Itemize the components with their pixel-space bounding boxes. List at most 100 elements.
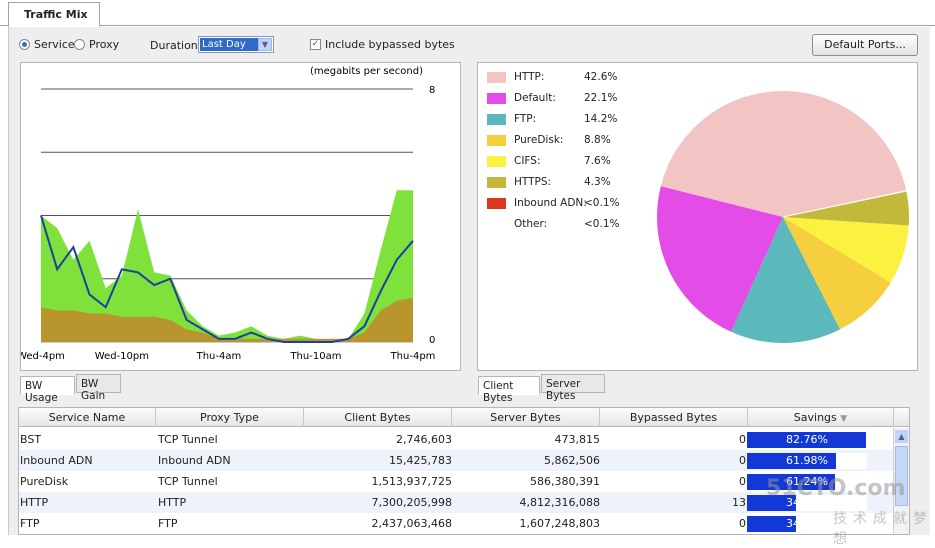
legend-percent: 8.8% [584,134,611,146]
x-tick-label: Thu-4pm [390,351,436,362]
duration-select[interactable]: Last Day ▼ [198,36,274,53]
cell-client: 7,300,205,998 [371,496,452,509]
legend-swatch [487,219,506,230]
service-radio[interactable]: Service [19,38,75,51]
cell-bypassed: 0 [739,454,746,467]
scroll-up-icon[interactable]: ▲ [895,430,908,443]
tab-client-bytes[interactable]: Client Bytes [478,376,540,404]
bw-chart: (megabits per second) 8 0 Wed-4pm Wed-10p… [17,66,436,362]
table-row[interactable]: Inbound ADN Inbound ADN 15,425,783 5,862,50… [19,450,894,471]
legend-item: Other: <0.1% [487,217,637,231]
legend-label: PureDisk: [514,134,564,146]
pie-chart-panel [477,62,918,371]
legend-label: Other: [514,218,548,230]
pie-slice [731,217,841,344]
legend-label: Inbound ADN: [514,197,587,209]
col-proxy-type[interactable]: Proxy Type [156,408,304,427]
table-scrollbar[interactable]: ▲ [893,428,909,534]
legend-swatch [487,135,506,146]
tab-bw-usage[interactable]: BW Usage [20,376,75,404]
cell-savings: 34.21% [786,496,828,509]
cell-savings: 34.21% [786,517,828,530]
radio-unselected-icon [74,39,85,50]
tab-bw-gain[interactable]: BW Gain [76,374,121,402]
cell-bypassed: 0 [739,517,746,530]
legend-percent: 4.3% [584,176,611,188]
cell-service: BST [20,433,42,446]
col-bypassed-bytes[interactable]: Bypassed Bytes [600,408,748,427]
cell-server: 1,607,248,803 [519,517,600,530]
cell-server: 586,380,391 [530,475,600,488]
pie-slice [782,190,907,218]
bw-area-base [41,297,413,342]
proxy-radio[interactable]: Proxy [74,38,119,51]
legend-swatch [487,177,506,188]
duration-value: Last Day [200,38,258,51]
legend-swatch [487,114,506,125]
cell-service: FTP [20,517,40,530]
cell-savings: 61.98% [786,454,828,467]
col-savings[interactable]: Savings ▼ [748,408,894,427]
legend-percent: 14.2% [584,113,618,125]
table-row[interactable]: FTP FTP 2,437,063,468 1,607,248,803 0 34.21% [19,513,894,534]
legend-item: PureDisk: 8.8% [487,133,637,147]
table-row[interactable]: HTTP HTTP 7,300,205,998 4,812,316,088 13 34.2… [19,492,894,513]
legend-percent: 7.6% [584,155,611,167]
legend-swatch [487,93,506,104]
x-tick-label: Thu-4am [196,351,242,362]
watermark-logo: 51CTO.com [766,476,906,501]
pie-slice [783,217,891,330]
col-service-name[interactable]: Service Name [19,408,156,427]
x-tick-label: Wed-10pm [95,351,149,362]
col-savings-label: Savings [793,411,837,424]
legend-item: Default: 22.1% [487,91,637,105]
radio-selected-icon [19,39,30,50]
bw-line [40,215,414,343]
savings-bar-fill [747,516,796,532]
table-row[interactable]: PureDisk TCP Tunnel 1,513,937,725 586,380,3… [19,471,894,492]
tab-bar: Traffic Mix [0,0,935,27]
bw-ymin-label: 0 [429,335,435,346]
cell-bypassed: 0 [739,433,746,446]
table-header: Service Name Proxy Type Client Bytes Ser… [19,408,909,427]
legend-item: HTTP: 42.6% [487,70,637,84]
cell-savings: 82.76% [786,433,828,446]
legend-item: FTP: 14.2% [487,112,637,126]
cell-client: 15,425,783 [389,454,452,467]
include-bypassed-checkbox[interactable]: ✓ Include bypassed bytes [310,38,455,51]
legend-percent: <0.1% [584,197,620,209]
legend-label: CIFS: [514,155,541,167]
checkmark-icon: ✓ [310,39,321,50]
bw-area-total [41,190,413,342]
bw-x-ticks: Wed-4pm Wed-10pm Thu-4am Thu-10am Thu-4pm [17,351,436,362]
legend-swatch [487,198,506,209]
cell-bypassed: 0 [739,475,746,488]
legend-label: HTTPS: [514,176,552,188]
pie-slice [783,217,909,283]
tab-server-bytes[interactable]: Server Bytes [541,374,605,402]
bw-unit-label: (megabits per second) [310,66,423,77]
pie-chart [657,90,909,344]
table-row[interactable]: BST TCP Tunnel 2,746,603 473,815 0 82.76% [19,429,894,450]
col-client-bytes[interactable]: Client Bytes [304,408,452,427]
pie-slice [783,191,909,226]
legend-item: Inbound ADN: <0.1% [487,196,637,210]
cell-service: Inbound ADN [20,454,93,467]
scroll-thumb[interactable] [895,446,908,506]
x-tick-label: Wed-4pm [21,351,65,362]
chevron-down-icon[interactable]: ▼ [258,38,272,51]
cell-server: 5,862,506 [544,454,600,467]
tab-traffic-mix[interactable]: Traffic Mix [8,2,100,27]
default-ports-button[interactable]: Default Ports... [812,34,918,56]
col-server-bytes[interactable]: Server Bytes [452,408,600,427]
legend-label: Default: [514,92,556,104]
proxy-radio-label: Proxy [89,38,120,51]
sort-desc-icon: ▼ [840,414,848,424]
cell-client: 2,746,603 [396,433,452,446]
cell-proxy: FTP [158,517,178,530]
savings-bar-fill [747,432,866,448]
cell-service: HTTP [20,496,49,509]
cell-proxy: TCP Tunnel [158,433,218,446]
cell-proxy: Inbound ADN [158,454,231,467]
pie-slice [660,90,907,217]
